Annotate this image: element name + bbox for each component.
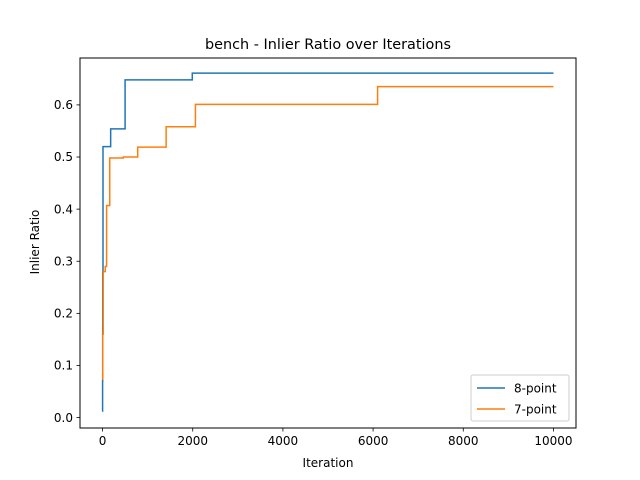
y-tick-label: 0.1	[54, 359, 73, 373]
x-axis-label: Iteration	[303, 456, 354, 470]
x-tick-label: 8000	[448, 434, 479, 448]
x-tick-label: 4000	[268, 434, 299, 448]
series-line-7-point	[102, 85, 554, 381]
x-tick-label: 10000	[534, 434, 572, 448]
legend-label-7-point: 7-point	[514, 402, 557, 416]
tick-layer: 0 2000 4000 6000 8000 10000 0.0 0.1 0.2 0.3 0.4 0.5…	[54, 98, 573, 448]
y-tick-label: 0.2	[54, 307, 73, 321]
legend: 8-point 7-point	[470, 374, 570, 422]
y-tick-label: 0.5	[54, 150, 73, 164]
chart-title: bench - Inlier Ratio over Iterations	[205, 37, 451, 53]
y-axis-label: Inlier Ratio	[28, 210, 42, 275]
series-line-8-point	[101, 72, 554, 413]
x-tick-label: 6000	[358, 434, 389, 448]
legend-label-8-point: 8-point	[514, 381, 557, 395]
plot-area	[101, 72, 554, 413]
axes-frame	[79, 57, 577, 429]
y-tick-label: 0.6	[54, 98, 73, 112]
y-tick-label: 0.4	[54, 202, 73, 216]
x-tick-label: 2000	[177, 434, 208, 448]
y-tick-label: 0.0	[54, 411, 73, 425]
x-tick-label: 0	[99, 434, 107, 448]
y-tick-label: 0.3	[54, 254, 73, 268]
